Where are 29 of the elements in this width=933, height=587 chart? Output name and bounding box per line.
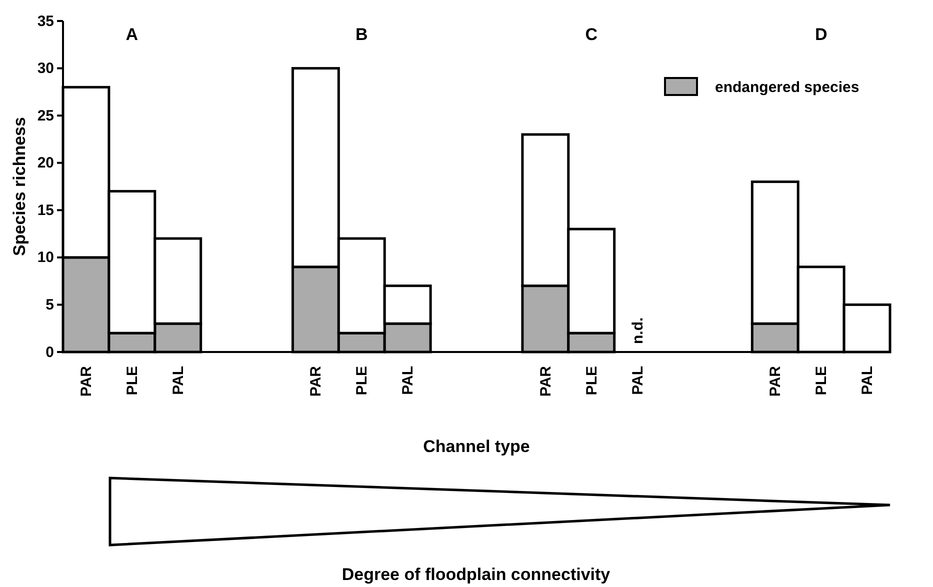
x-tick-label: PLE: [124, 366, 141, 396]
x-tick-label: PLE: [583, 366, 600, 396]
x-tick-label: PAR: [308, 366, 325, 397]
y-tick-label: 5: [46, 296, 54, 314]
x-tick-label: PAR: [78, 366, 95, 397]
y-tick-label: 10: [37, 249, 54, 266]
x-tick-label: PAL: [859, 366, 876, 395]
x-tick-label: PAL: [170, 366, 187, 395]
y-tick-label: 20: [37, 154, 54, 172]
annotation: C: [585, 25, 598, 44]
y-tick-label: 15: [37, 202, 54, 219]
annotation: A: [126, 25, 138, 44]
x-tick-label: PAR: [537, 366, 554, 397]
x-tick-label: PAL: [629, 366, 646, 395]
y-tick-label: 30: [37, 60, 54, 78]
legend-label: endangered species: [715, 79, 860, 96]
y-tick-label: 35: [37, 12, 54, 30]
y-axis-title: Species richness: [10, 117, 29, 256]
x-tick-label: PLE: [813, 366, 830, 396]
y-tick-label: 0: [46, 344, 54, 361]
annotation: n.d.: [629, 317, 646, 344]
x-tick-label: PAR: [767, 366, 784, 397]
x-axis-title: Channel type: [423, 437, 530, 456]
text: Degree of floodplain connectivity: [342, 565, 611, 584]
annotation: D: [814, 25, 828, 44]
x-tick-label: PLE: [354, 366, 371, 396]
x-tick-label: PAL: [400, 366, 417, 395]
y-tick-label: 25: [37, 107, 54, 124]
annotation: B: [356, 25, 368, 44]
